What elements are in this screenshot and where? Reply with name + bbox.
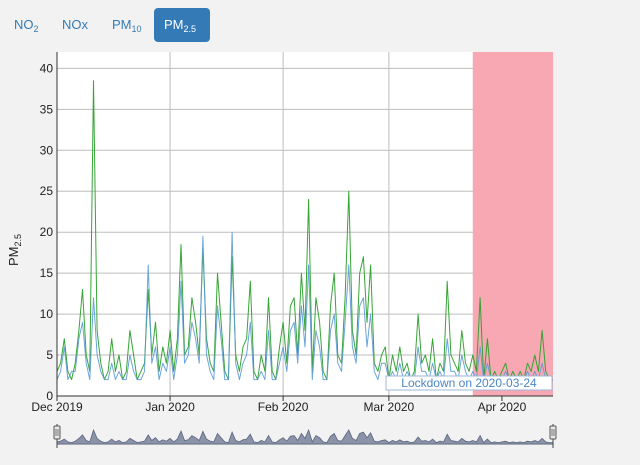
tab-nox[interactable]: NOx bbox=[52, 8, 98, 42]
lockdown-annotation-box bbox=[385, 375, 553, 391]
y-tick-label: 10 bbox=[40, 307, 54, 321]
x-tick-label: Feb 2020 bbox=[258, 400, 309, 414]
series-line bbox=[56, 80, 553, 381]
y-axis-label: PM2.5 bbox=[6, 234, 23, 266]
y-tick-label: 25 bbox=[40, 184, 54, 198]
y-tick-label: 0 bbox=[46, 389, 53, 403]
navigator-right-handle[interactable] bbox=[549, 425, 557, 440]
lockdown-shading bbox=[472, 52, 553, 396]
y-tick-label: 15 bbox=[40, 266, 54, 280]
y-tick-label: 40 bbox=[40, 61, 54, 75]
y-tick-label: 20 bbox=[40, 225, 54, 239]
navigator-left-handle[interactable] bbox=[53, 425, 61, 440]
range-navigator[interactable] bbox=[53, 424, 557, 448]
x-tick-label: Mar 2020 bbox=[364, 400, 415, 414]
tab-pm10[interactable]: PM10 bbox=[102, 8, 152, 42]
y-axis-label-subscript: 2.5 bbox=[13, 234, 23, 247]
tab-label: NOx bbox=[62, 17, 88, 32]
tab-no2[interactable]: NO2 bbox=[4, 8, 49, 42]
pollutant-tabs: NO2 NOx PM10 PM2.5 bbox=[0, 8, 640, 42]
lockdown-annotation: Lockdown on 2020-03-24 bbox=[385, 375, 553, 391]
tab-label-subscript: 2 bbox=[33, 24, 39, 34]
tab-label: PM bbox=[164, 17, 184, 32]
tab-label: NO bbox=[14, 17, 34, 32]
y-tick-label: 35 bbox=[40, 102, 54, 116]
axes: 0 5 10 15 20 25 30 35 40 Dec 2019 Jan 2020 Feb 2020… bbox=[31, 52, 553, 414]
tab-label-subscript: 2.5 bbox=[183, 24, 197, 34]
x-tick-label: Dec 2019 bbox=[31, 400, 83, 414]
y-tick-label: 30 bbox=[40, 143, 54, 157]
navigator-area bbox=[56, 428, 554, 445]
lockdown-annotation-label: Lockdown on 2020-03-24 bbox=[401, 376, 537, 390]
x-tick-label: Jan 2020 bbox=[145, 400, 195, 414]
lockdown-region bbox=[472, 52, 553, 396]
y-axis-label-base: PM bbox=[6, 247, 21, 267]
x-tick-label: Apr 2020 bbox=[478, 400, 527, 414]
y-tick-label: 5 bbox=[46, 348, 53, 362]
tab-pm25[interactable]: PM2.5 bbox=[154, 8, 210, 42]
tab-label-subscript: 10 bbox=[131, 24, 142, 34]
tab-label: PM bbox=[112, 17, 132, 32]
